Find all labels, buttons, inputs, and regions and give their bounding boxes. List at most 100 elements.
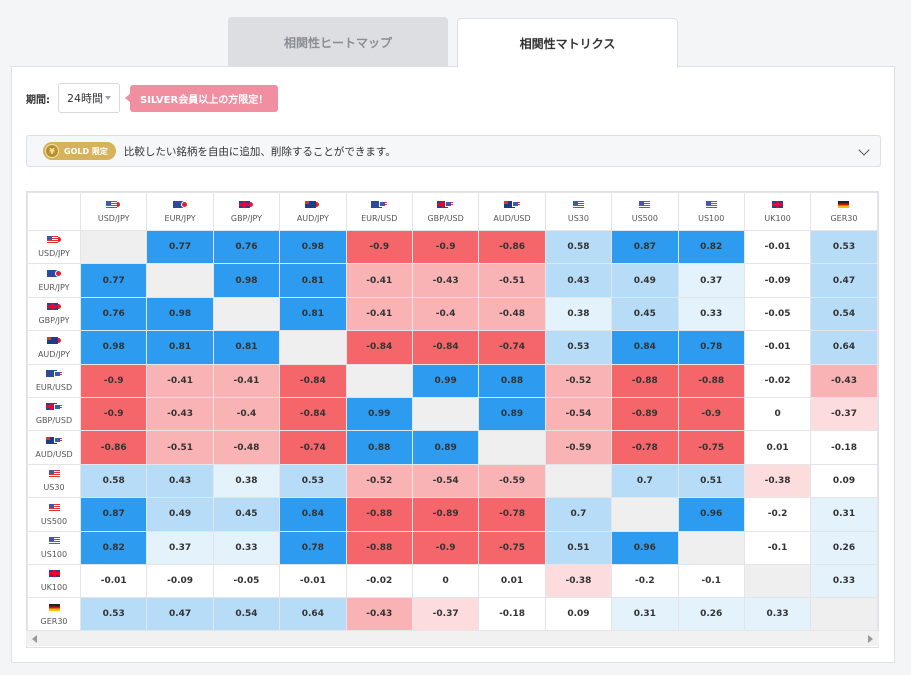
matrix-row: AUD/JPY 0.98 0.81 0.81 -0.84 -0.84 -0.74 0.53 0.…: [27, 330, 878, 365]
matrix-cell: -0.02: [345, 563, 413, 599]
matrix-cell: -0.51: [478, 263, 546, 298]
matrix-cell: -0.48: [212, 430, 281, 465]
matrix-cell: -0.4: [411, 296, 480, 332]
matrix-cell: 0.47: [146, 597, 214, 632]
column-header-label: USD/JPY: [97, 213, 130, 223]
row-header: AUD/USD: [27, 430, 81, 465]
matrix-cell: 0.09: [544, 597, 613, 632]
column-header-label: GER30: [830, 213, 858, 223]
matrix-row: US30 0.58 0.43 0.38 0.53 -0.52 -0.54 -0.59 0.7 0.…: [27, 463, 878, 499]
row-header-label: USD/JPY: [38, 249, 70, 259]
matrix-cell: -0.9: [345, 229, 413, 265]
row-header-label: AUD/USD: [35, 449, 73, 459]
flag-icon: [48, 603, 60, 611]
matrix-cell: 0.7: [544, 497, 613, 532]
flag-icon: [639, 200, 651, 208]
matrix-row: UK100 -0.01 -0.09 -0.05 -0.01 -0.02 0 0.01 -0.38…: [27, 563, 878, 599]
gold-badge-label: GOLD 限定: [64, 146, 108, 156]
matrix-cell: 0.81: [212, 330, 281, 365]
flag-icon: [370, 200, 388, 208]
matrix-cell: 0.98: [212, 263, 281, 298]
row-header-label: AUD/JPY: [37, 349, 71, 359]
row-header-label: EUR/USD: [35, 383, 73, 392]
matrix-cell: 0.26: [810, 530, 878, 565]
matrix-cell: -0.1: [743, 530, 812, 565]
column-header: UK100: [743, 192, 812, 231]
scroll-right-icon[interactable]: [868, 635, 873, 643]
matrix-cell: 0.81: [146, 330, 214, 365]
matrix-cell: 0: [743, 396, 812, 432]
correlation-matrix: USD/JPY EUR/JPY GBP/JPY AUD/JPY EUR/USD GBP/U…: [26, 191, 879, 648]
flag-icon: [106, 200, 122, 208]
row-header-label: GBP/JPY: [38, 316, 70, 326]
matrix-cell: -0.54: [544, 396, 613, 432]
flag-icon: [172, 200, 188, 208]
column-header: GBP/USD: [411, 192, 480, 231]
matrix-cell: -0.78: [611, 430, 679, 465]
flag-icon: [305, 200, 321, 208]
matrix-cell: 0.81: [279, 263, 347, 298]
matrix-cell: -0.48: [478, 296, 546, 332]
matrix-cell: 0.53: [544, 330, 613, 365]
tab-correlation-heatmap[interactable]: 相関性ヒートマップ: [228, 17, 448, 67]
matrix-cell: -0.86: [79, 430, 148, 465]
flag-icon: [772, 200, 784, 208]
matrix-cell: -0.38: [743, 463, 812, 499]
matrix-cell: -0.43: [810, 363, 878, 398]
horizontal-scrollbar[interactable]: [26, 630, 879, 646]
matrix-cell: -0.43: [345, 597, 413, 632]
column-header: GBP/JPY: [212, 192, 281, 231]
flag-icon: [45, 370, 63, 378]
row-header-label: UK100: [40, 583, 68, 593]
matrix-cell: 0.54: [212, 597, 281, 632]
matrix-cell: -0.09: [743, 263, 812, 298]
matrix-cell: 0.31: [810, 497, 878, 532]
flag-icon: [437, 200, 455, 208]
column-header-label: EUR/JPY: [164, 213, 196, 223]
chevron-down-icon: [105, 96, 111, 100]
matrix-row: GER30 0.53 0.47 0.54 0.64 -0.43 -0.37 -0.18 0.09…: [27, 597, 878, 632]
matrix-cell: -0.02: [743, 363, 812, 398]
matrix-cell: -0.01: [279, 563, 347, 599]
matrix-cell: -0.18: [810, 430, 878, 465]
matrix-cell: 0.53: [79, 597, 148, 632]
flag-icon: [238, 200, 254, 208]
flag-icon: [46, 303, 62, 311]
matrix-cell: 0: [411, 563, 480, 599]
matrix-cell: 0.98: [79, 330, 148, 365]
chevron-down-icon[interactable]: [858, 144, 870, 156]
matrix-cell: -0.09: [146, 563, 214, 599]
gold-feature-bar[interactable]: ¥ GOLD 限定 比較したい銘柄を自由に追加、削除することができます。: [26, 135, 881, 167]
row-header-label: EUR/JPY: [38, 282, 70, 292]
scroll-left-icon[interactable]: [32, 635, 37, 643]
matrix-cell: 0.37: [677, 263, 745, 298]
matrix-cell: 0.38: [544, 296, 613, 332]
column-header: EUR/USD: [345, 192, 413, 231]
matrix-cell: -0.1: [677, 563, 745, 599]
matrix-cell: 0.01: [478, 563, 546, 599]
gold-badge: ¥ GOLD 限定: [43, 142, 116, 160]
matrix-cell: -0.88: [345, 530, 413, 565]
column-header: USD/JPY: [79, 192, 148, 231]
matrix-row: US500 0.87 0.49 0.45 0.84 -0.88 -0.89 -0.78 0.7 0…: [27, 497, 878, 532]
matrix-cell-self: [677, 530, 745, 565]
matrix-cell: 0.89: [478, 396, 546, 432]
matrix-cell: 0.01: [743, 430, 812, 465]
matrix-cell: -0.59: [478, 463, 546, 499]
tab-correlation-matrix[interactable]: 相関性マトリクス: [457, 18, 678, 68]
row-header: AUD/JPY: [27, 330, 81, 365]
flag-icon: [503, 200, 521, 208]
matrix-cell: 0.26: [677, 597, 745, 632]
matrix-panel: 期間: 24時間 SILVER会員以上の方限定！ ¥ GOLD 限定 比較したい…: [11, 66, 895, 663]
period-select[interactable]: 24時間: [58, 83, 120, 113]
correlation-table: USD/JPY EUR/JPY GBP/JPY AUD/JPY EUR/USD GBP/U…: [27, 192, 878, 632]
matrix-cell: 0.99: [345, 396, 413, 432]
matrix-cell: -0.9: [79, 396, 148, 432]
row-header: GER30: [27, 597, 81, 632]
gold-coin-icon: ¥: [45, 144, 59, 158]
matrix-cell: 0.49: [146, 497, 214, 532]
matrix-cell: -0.88: [677, 363, 745, 398]
matrix-cell-self: [146, 263, 214, 298]
flag-icon: [48, 503, 60, 511]
matrix-cell: -0.9: [411, 530, 480, 565]
